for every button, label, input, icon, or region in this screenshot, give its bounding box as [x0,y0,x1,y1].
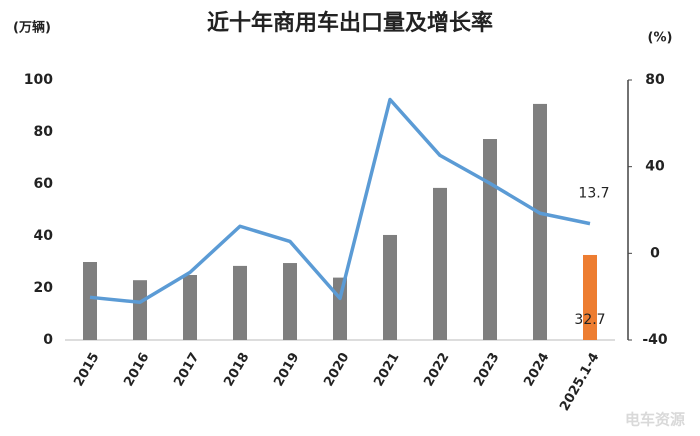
bar [433,187,447,340]
y-tick-label: 60 [34,176,54,192]
line-value-label: 13.7 [578,186,609,202]
bar [283,263,297,340]
y-tick-label: 40 [34,228,54,244]
y-axis-label: (万辆) [13,20,51,36]
y-tick-label: 20 [34,280,54,296]
bar [233,265,247,340]
y2-tick-label: 0 [650,245,660,261]
line [89,97,591,305]
bar [533,103,547,340]
y2-axis-label: (%) [648,31,673,46]
bar [333,277,347,340]
bar [483,139,497,340]
y2-tick-label: 40 [645,159,665,175]
bar [183,275,197,340]
bar [383,234,397,340]
watermark: 电车资源 [625,411,685,429]
y2-tick-label: 80 [645,72,665,88]
bar [133,280,147,340]
bar-value-label: 32.7 [574,312,605,328]
bar [583,254,597,340]
y-tick-label: 100 [24,72,53,88]
y-tick-label: 0 [43,332,53,348]
chart-title: 近十年商用车出口量及增长率 [207,10,493,36]
y-tick-label: 80 [34,124,54,140]
y2-tick-label: -40 [642,332,668,348]
bar [83,262,97,340]
